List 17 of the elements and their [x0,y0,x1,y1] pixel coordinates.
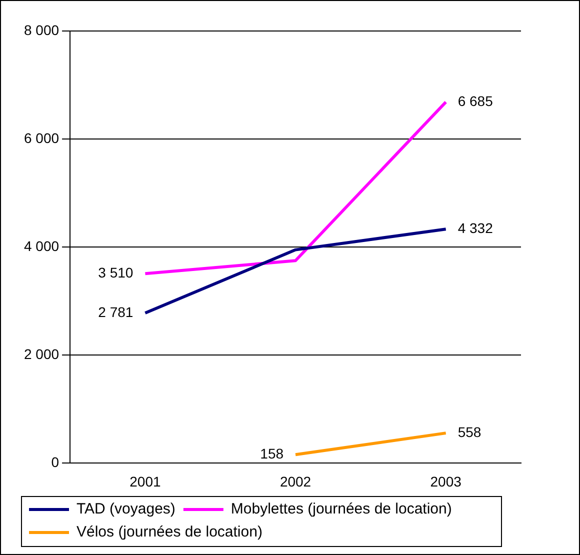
x-tick-label: 2002 [280,473,312,490]
data-label: 6 685 [458,92,494,109]
data-label: 4 332 [458,220,494,236]
y-tick-label: 2 000 [24,346,60,362]
y-tick-label: 8 000 [24,22,60,38]
y-tick-label: 4 000 [24,238,60,254]
legend-label: Mobylettes (journées de location) [230,500,452,518]
y-tick-label: 6 000 [24,130,60,146]
legend-label: Vélos (journées de location) [76,524,262,541]
y-tick-label: 0 [51,454,60,470]
data-label: 2 781 [98,304,134,320]
x-tick-label: 2001 [130,473,161,490]
data-label: 158 [260,446,284,462]
data-label: 3 510 [98,264,134,280]
legend-label: TAD (voyages) [76,500,176,518]
x-tick-label: 2003 [430,473,462,490]
data-label: 558 [458,424,482,440]
